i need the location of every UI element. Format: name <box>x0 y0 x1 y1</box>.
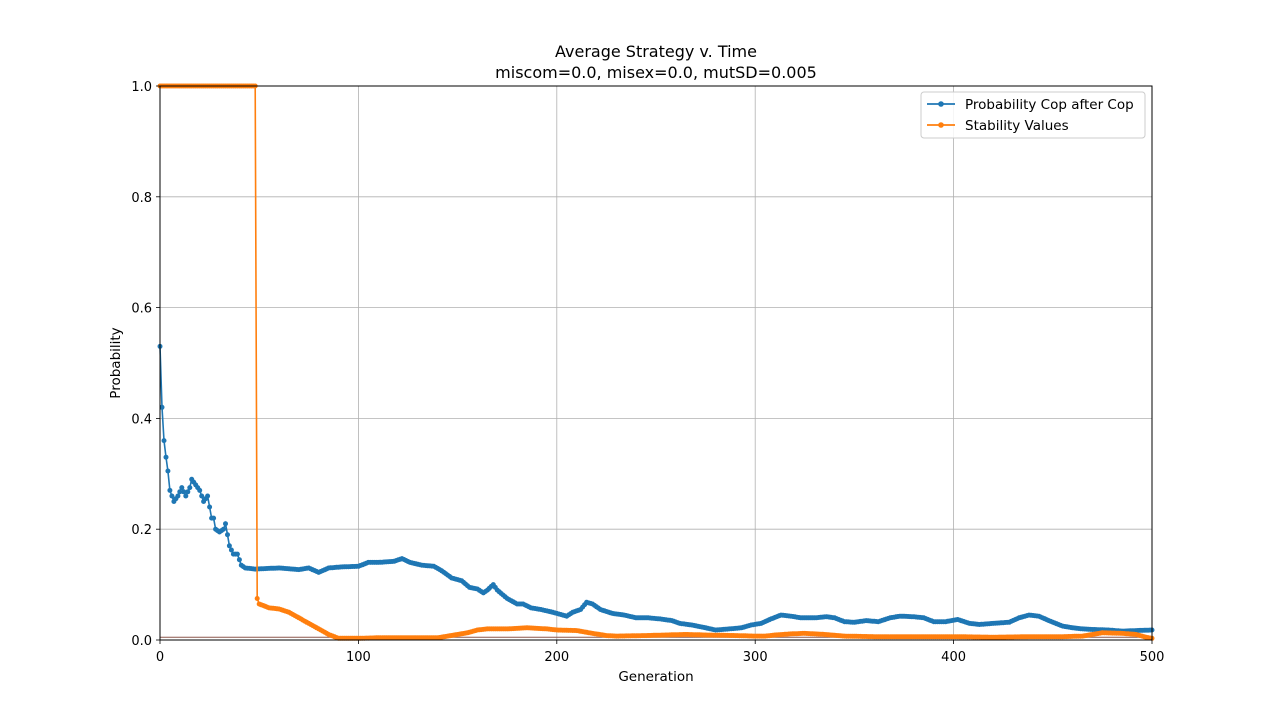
series-0-point <box>163 454 169 460</box>
x-tick-label: 0 <box>156 650 164 665</box>
series-0-point <box>165 468 171 474</box>
y-tick-label: 0.0 <box>131 634 152 649</box>
y-tick-label: 0.8 <box>131 191 152 206</box>
y-axis-label: Probability <box>108 327 124 398</box>
x-axis: 0 100 200 300 400 500 <box>156 640 1165 665</box>
series-0-point <box>169 493 175 499</box>
y-tick-label: 0.2 <box>131 523 152 538</box>
x-tick-label: 100 <box>346 650 371 665</box>
series-0-point <box>161 438 167 444</box>
legend-marker-probability <box>938 101 944 107</box>
series-0-point <box>179 485 185 491</box>
series-0-point <box>236 557 242 563</box>
series-0-point <box>185 489 191 495</box>
x-axis-label: Generation <box>618 669 693 685</box>
series-0-point <box>205 493 211 499</box>
x-tick-label: 500 <box>1140 650 1165 665</box>
plot-area <box>160 86 1152 640</box>
x-tick-label: 200 <box>544 650 569 665</box>
chart-title: Average Strategy v. Time <box>555 42 757 61</box>
legend-label-probability: Probability Cop after Cop <box>965 97 1134 113</box>
series-0-point <box>177 489 183 495</box>
series-0-point <box>211 515 217 521</box>
plot-lines <box>157 83 1155 641</box>
series-0-point <box>225 532 230 538</box>
plot-frame <box>159 85 1153 641</box>
series-0-point <box>183 493 189 499</box>
series-0-point <box>159 404 165 410</box>
series-0-point <box>221 526 226 532</box>
series-0-point <box>167 487 173 493</box>
series-0-point <box>199 493 205 499</box>
series-0-point <box>207 504 213 510</box>
series-0-point <box>187 485 193 491</box>
legend-box <box>920 91 1146 139</box>
y-tick-label: 0.6 <box>131 302 152 317</box>
series-0-point <box>175 493 181 499</box>
series-0 <box>157 343 1155 634</box>
series-0-point <box>228 547 234 553</box>
series-0-point <box>223 521 228 527</box>
chart-subtitle: miscom=0.0, misex=0.0, mutSD=0.005 <box>495 63 817 82</box>
y-tick-label: 1.0 <box>131 80 152 95</box>
legend-marker-stability <box>938 122 944 128</box>
y-tick-label: 0.4 <box>131 412 152 427</box>
series-0-point <box>234 551 240 557</box>
y-axis: 0.0 0.2 0.4 0.6 0.8 1.0 <box>131 80 160 649</box>
series-1 <box>157 83 1155 641</box>
x-tick-label: 300 <box>743 650 768 665</box>
legend: Probability Cop after Cop Stability Valu… <box>920 91 1146 139</box>
legend-label-stability: Stability Values <box>965 118 1069 134</box>
series-0-point <box>181 489 187 495</box>
x-tick-label: 400 <box>941 650 966 665</box>
series-0-point <box>197 487 203 493</box>
series-1-point <box>254 596 260 601</box>
series-0-point <box>226 543 232 549</box>
